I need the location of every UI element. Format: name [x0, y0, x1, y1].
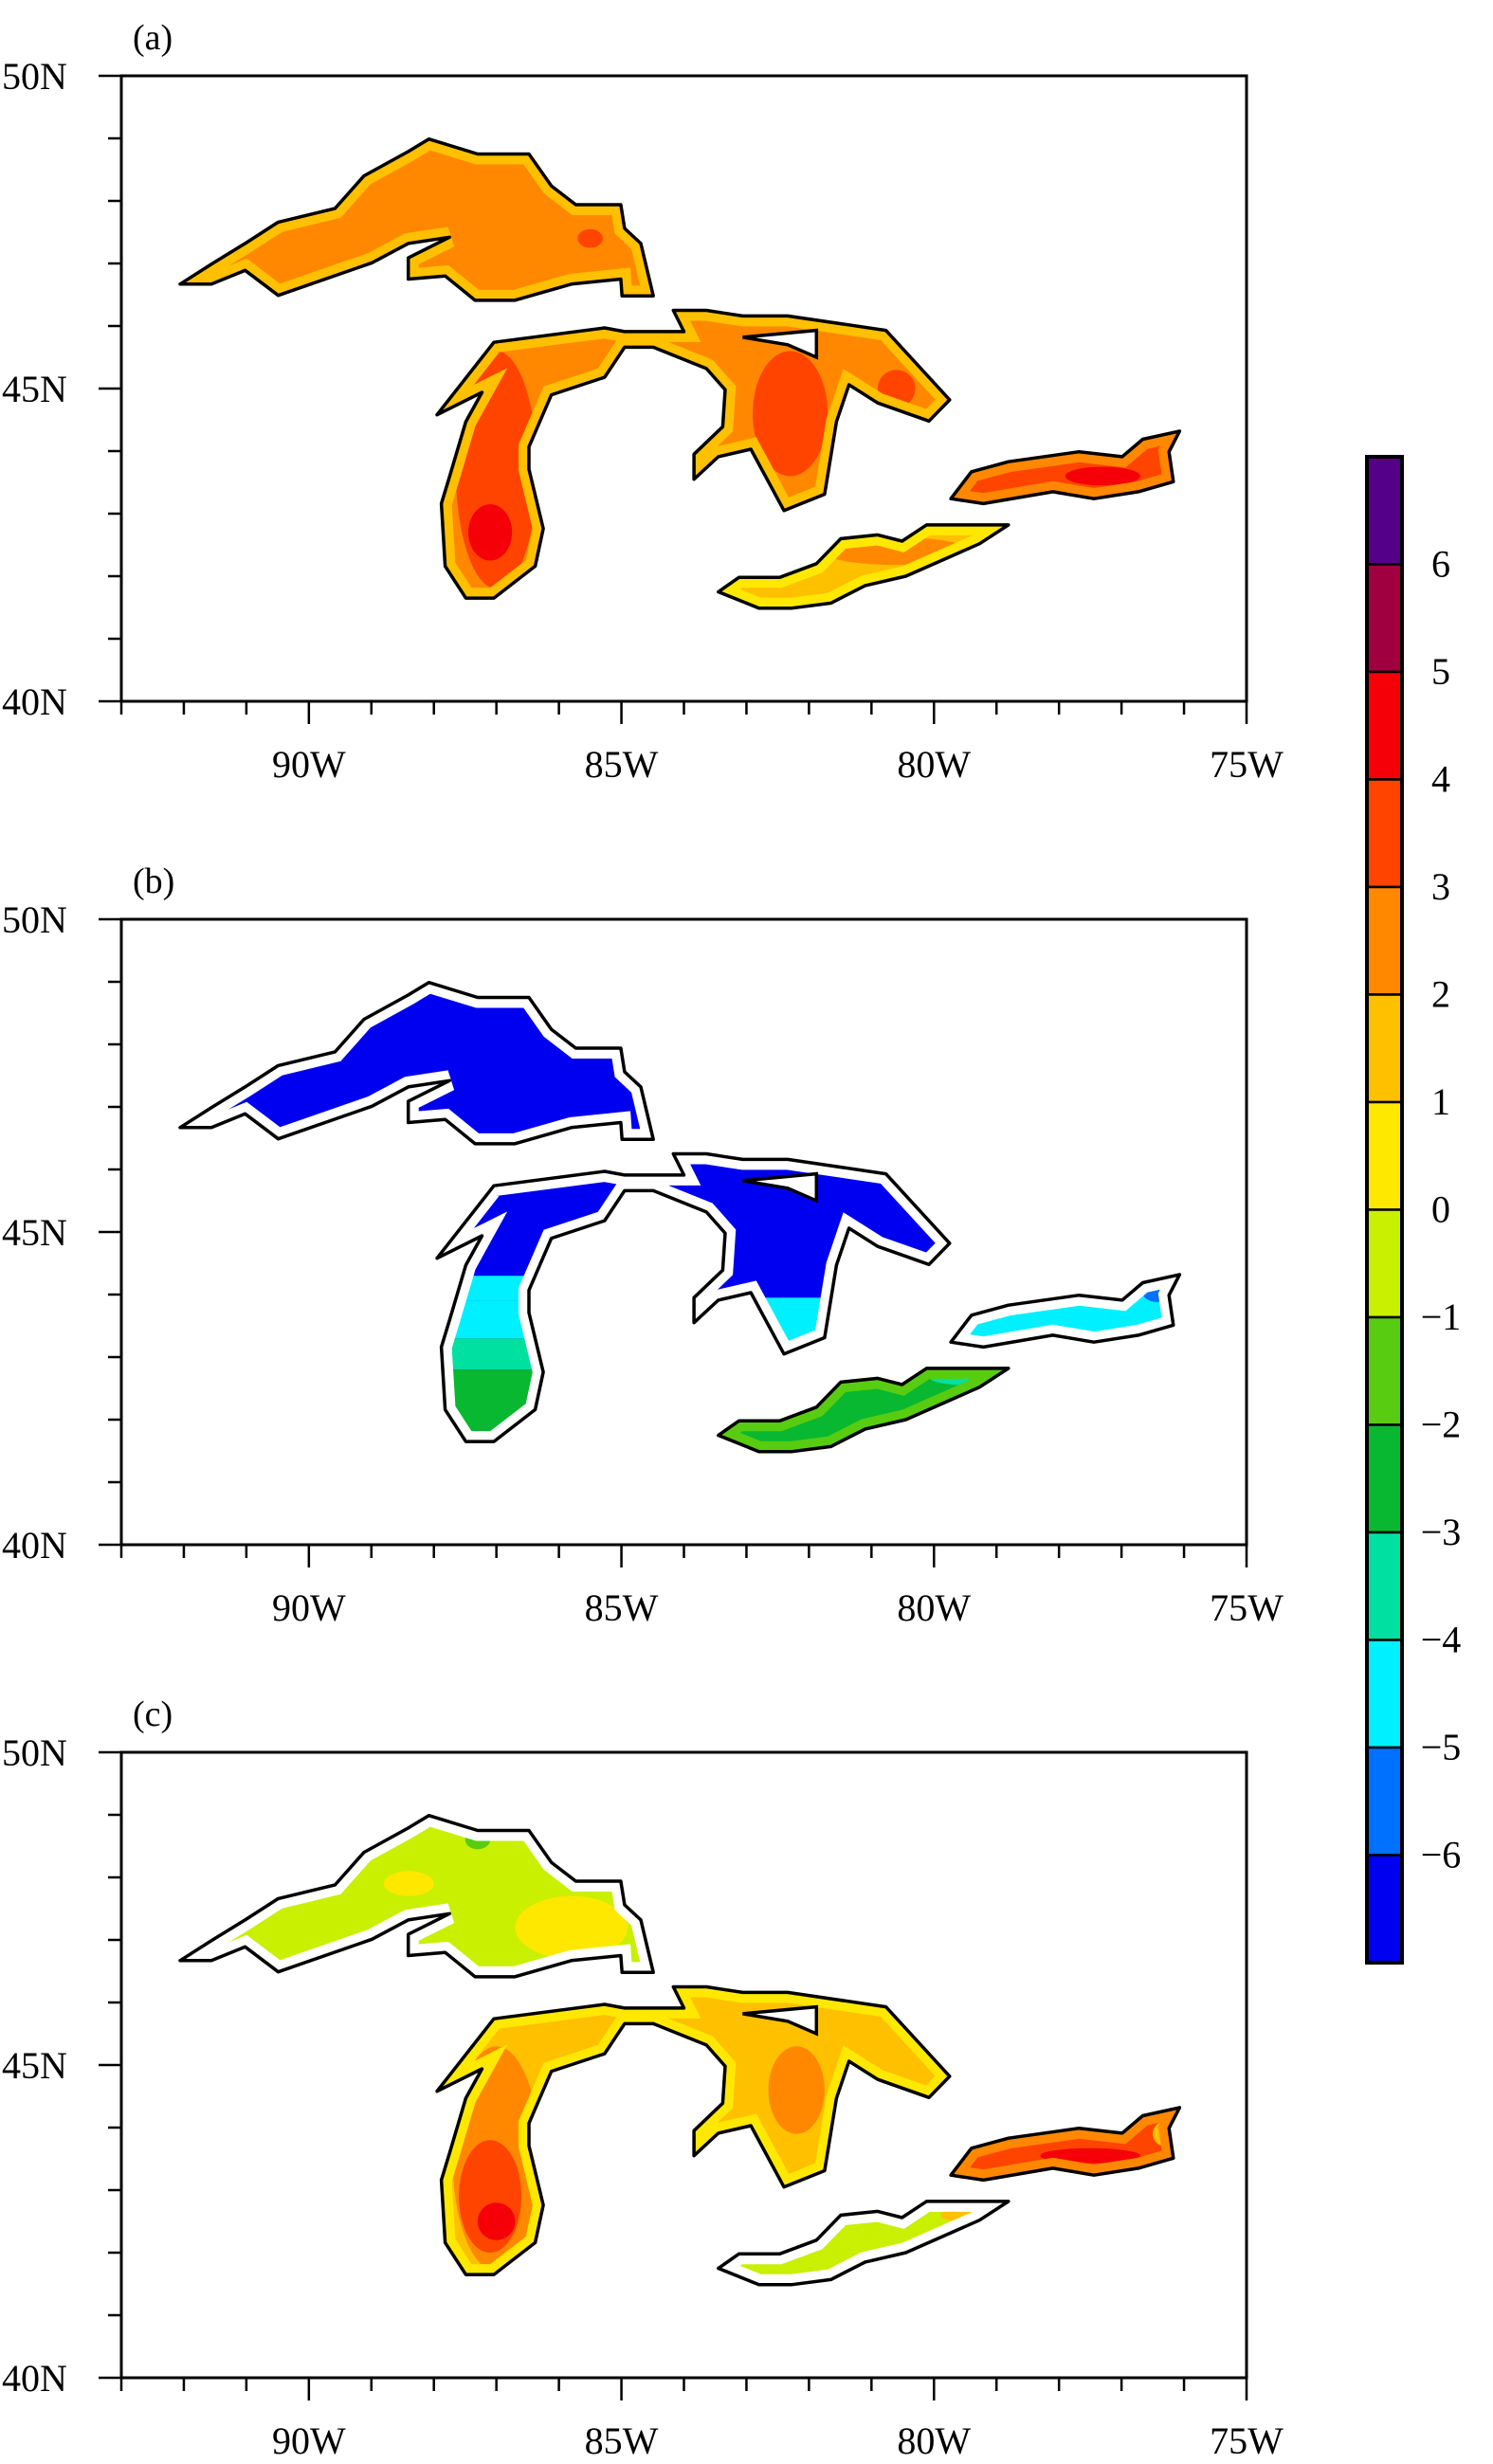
colorbar-swatch [1365, 778, 1404, 889]
island-outline [742, 2004, 819, 2037]
island-outline [742, 328, 819, 360]
y-tick-label: 40N [2, 680, 67, 723]
colorbar-swatch [1365, 1639, 1404, 1749]
lake-erie-outline [717, 523, 1011, 610]
colorbar-swatch [1365, 1854, 1404, 1965]
value-contour [1040, 2147, 1140, 2164]
lake-michigan-huron-outline [435, 308, 952, 600]
value-contour [768, 2046, 825, 2134]
x-tick-label: 75W [1210, 2419, 1284, 2462]
colorbar-label: 6 [1431, 543, 1450, 586]
colorbar-swatch [1365, 1746, 1404, 1857]
map-panel-c: (c) 90W 85W 80W 75W 50N 45N 40N [2, 1694, 1284, 2462]
y-tick-label: 45N [2, 1211, 67, 1254]
x-tick-label: 90W [272, 743, 346, 786]
colorbar-swatch [1365, 1531, 1404, 1641]
value-contour [515, 1895, 628, 1959]
value-contour [1065, 466, 1140, 486]
x-tick-label: 90W [272, 2419, 346, 2462]
lake-fill [718, 1368, 1009, 1452]
lake-ontario-outline [949, 2106, 1182, 2183]
value-contour [477, 2202, 516, 2240]
colorbar-frame [1365, 455, 1404, 1965]
colorbar-label: −6 [1421, 1834, 1462, 1876]
panel-label: (a) [133, 18, 173, 58]
colorbar-swatch [1365, 563, 1404, 674]
colorbar-swatch [1365, 1315, 1404, 1426]
map-frame [119, 1750, 1248, 2380]
colorbar-label: 0 [1431, 1188, 1450, 1231]
colorbar-label: 4 [1431, 758, 1450, 801]
x-tick-label: 80W [897, 743, 971, 786]
lake-erie-outline [717, 1367, 1011, 1454]
lake-ontario-outline [949, 1273, 1182, 1350]
colorbar-label: 2 [1431, 973, 1450, 1016]
colorbar-label: 3 [1431, 865, 1450, 908]
y-tick-label: 45N [2, 2044, 67, 2087]
island-outline [742, 1171, 819, 1204]
colorbar-swatch [1365, 885, 1404, 996]
colorbar-swatch [1365, 670, 1404, 781]
colorbar-label: −4 [1421, 1619, 1462, 1661]
colorbar-swatch [1365, 1423, 1404, 1534]
x-tick-label: 75W [1210, 743, 1284, 786]
value-contour [383, 1871, 434, 1896]
value-contour [577, 228, 603, 248]
y-tick-label: 40N [2, 1524, 67, 1567]
map-frame [119, 74, 1248, 703]
map-panel-b: (b) 90W 85W 80W 75W 50N 45N 40N [2, 861, 1284, 1629]
y-tick-label: 45N [2, 368, 67, 410]
x-tick-label: 85W [585, 1586, 659, 1629]
lake-superior-outline [178, 1813, 655, 1979]
x-tick-label: 90W [272, 1586, 346, 1629]
colorbar-label: 5 [1431, 650, 1450, 693]
colorbar-swatch [1365, 993, 1404, 1104]
value-contour [467, 504, 513, 561]
panel-label: (c) [133, 1694, 173, 1734]
lake-michigan-huron-outline [435, 1984, 952, 2276]
lake-ontario-outline [949, 429, 1182, 506]
y-tick-label: 50N [2, 55, 67, 98]
lake-fill [718, 2201, 1009, 2285]
map-panel-a: (a) 90W 85W 80W 75W 50N 45N 40N [2, 18, 1284, 786]
colorbar-swatch [1365, 455, 1404, 566]
x-tick-label: 80W [897, 2419, 971, 2462]
colorbar-label: 1 [1431, 1080, 1450, 1123]
lake-michigan-huron-field [437, 1153, 950, 1442]
colorbar-label: −5 [1421, 1726, 1462, 1768]
colorbar-swatch [1365, 1208, 1404, 1319]
y-tick-label: 40N [2, 2357, 67, 2400]
colorbar-label: −2 [1421, 1404, 1462, 1446]
map-frame [119, 917, 1248, 1547]
colorbar: 6 5 4 3 2 1 0 −1 −2 −3 −4 −5 −6 [1365, 455, 1462, 1965]
y-tick-label: 50N [2, 898, 67, 941]
colorbar-swatch [1365, 1100, 1404, 1211]
lake-superior-outline [178, 980, 655, 1146]
lake-superior-outline [178, 136, 655, 302]
x-tick-label: 75W [1210, 1586, 1284, 1629]
value-band [437, 1276, 559, 1301]
colorbar-label: −1 [1421, 1295, 1462, 1338]
x-tick-label: 80W [897, 1586, 971, 1629]
lake-erie-outline [717, 2200, 1011, 2287]
lake-michigan-huron-outline [435, 1151, 952, 1443]
x-tick-label: 85W [585, 743, 659, 786]
y-tick-label: 50N [2, 1731, 67, 1774]
value-contour [753, 351, 828, 477]
panel-label: (b) [133, 861, 174, 901]
colorbar-label: −3 [1421, 1511, 1462, 1553]
x-tick-label: 85W [585, 2419, 659, 2462]
